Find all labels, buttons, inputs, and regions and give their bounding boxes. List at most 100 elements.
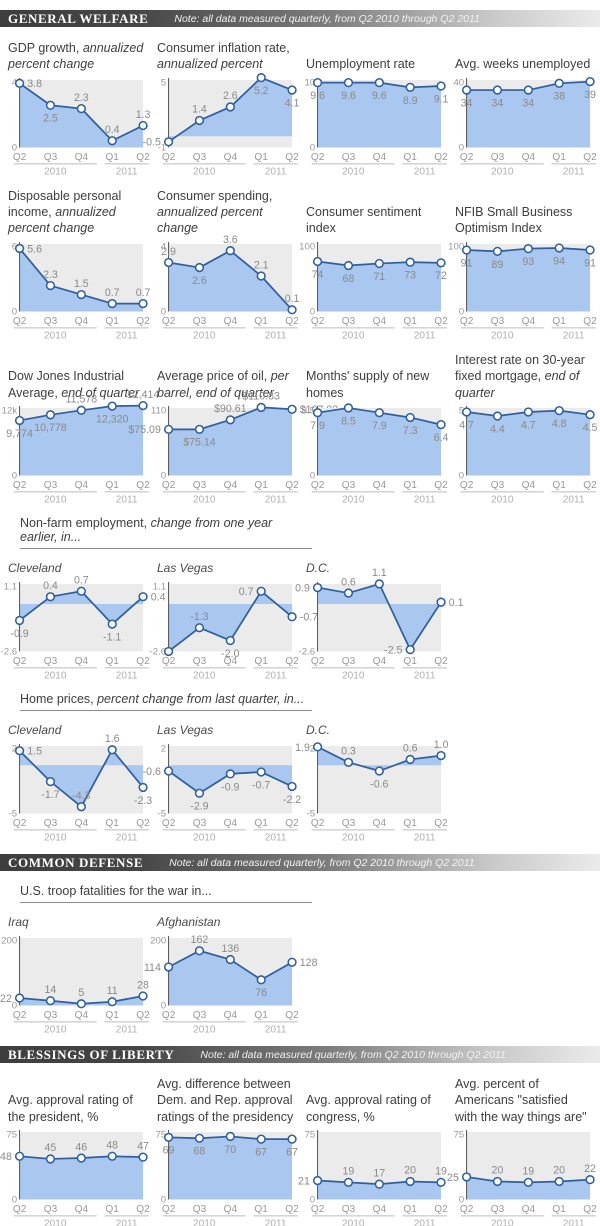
value-label: 73 [404, 269, 416, 281]
value-label: 67 [286, 1147, 298, 1159]
value-label: 1.1 [372, 567, 387, 579]
y-tick-top: 8.5 [302, 406, 315, 417]
data-point-marker [312, 407, 323, 418]
data-point-marker [436, 419, 446, 430]
x-tick-label: Q2 [583, 480, 597, 491]
data-point-marker [461, 1172, 472, 1182]
x-tick-label: Q2 [583, 152, 597, 163]
x-tick-label: Q1 [105, 1010, 119, 1021]
data-point-marker [225, 1131, 235, 1142]
year-label: 2011 [563, 494, 585, 505]
year-label: 2011 [116, 670, 138, 681]
x-tick-label: Q2 [285, 152, 299, 163]
data-point-marker [76, 289, 86, 299]
chart-plot-home-prices-dc: 2 -5 1.9 0.3 -0.6 0.6 1.0 Q2 Q3 Q4 Q1 Q2 2010 2011 [295, 739, 448, 844]
x-tick-label: Q1 [403, 1204, 417, 1215]
data-point-marker [76, 1153, 86, 1163]
data-point-marker [107, 401, 117, 411]
data-point-marker [405, 257, 415, 267]
value-label: 48 [106, 1139, 118, 1151]
x-tick-label: Q3 [342, 480, 356, 491]
section-header-common-defense: COMMON DEFENSE Note: all data measured qu… [0, 854, 600, 872]
year-label: 2011 [116, 166, 138, 177]
chart-row: Cleveland 2 -5 1.5 -1.7 -4.3 1.6 -2.3 Q2 Q3 Q4 Q1 Q2… [0, 723, 600, 844]
y-tick-top: 40 [453, 77, 464, 88]
chart-oil-price: Average price of oil, per barrel, end of… [128, 368, 338, 505]
x-tick-label: Q3 [342, 656, 356, 667]
x-tick-label: Q4 [224, 316, 238, 327]
value-label: 2.6 [192, 275, 207, 287]
title-segment: Home prices, [20, 692, 98, 707]
value-label: -0.7 [252, 779, 270, 791]
value-label: 34 [492, 97, 504, 109]
data-point-marker [287, 611, 297, 622]
area-fill [317, 583, 442, 650]
chart-title-satisfied-percent: Avg. percent of Americans "satisfied wit… [455, 1076, 592, 1125]
year-label: 2011 [116, 494, 138, 505]
x-tick-label: Q2 [13, 316, 27, 327]
value-label: -2.0 [221, 648, 239, 660]
value-label: 17 [373, 1167, 385, 1179]
chart-nfib-optimism: NFIB Small Business Optimism Index 100 0 91… [448, 204, 597, 341]
x-tick-label: Q4 [522, 316, 536, 327]
data-point-marker [163, 257, 174, 267]
y-tick-bottom: 0 [459, 306, 464, 317]
chart-title-avg-weeks-unemployed: Avg. weeks unemployed [455, 56, 592, 72]
data-point-marker [523, 407, 533, 417]
year-label: 2011 [265, 832, 287, 843]
data-point-marker [256, 586, 266, 596]
value-label: 5.2 [254, 85, 269, 97]
x-tick-label: Q2 [285, 1204, 299, 1215]
x-tick-label: Q3 [491, 316, 505, 327]
x-tick-label: Q3 [44, 480, 58, 491]
year-label: 2011 [265, 670, 287, 681]
year-label: 2011 [414, 832, 436, 843]
value-label: 76 [255, 987, 267, 999]
y-tick-bottom: 0 [161, 470, 166, 481]
x-tick-label: Q2 [136, 152, 150, 163]
value-label: 3.6 [223, 234, 238, 246]
x-tick-label: Q2 [434, 1204, 448, 1215]
year-label: 2010 [193, 1218, 216, 1226]
y-tick-bottom: 0 [12, 470, 17, 481]
x-tick-label: Q1 [254, 316, 268, 327]
year-label: 2010 [491, 494, 514, 505]
data-point-marker [194, 788, 205, 798]
y-tick-top: 100 [299, 241, 315, 252]
value-label: 70 [224, 1144, 236, 1156]
chart-title-home-prices-las-vegas: Las Vegas [157, 723, 294, 739]
value-label: 1.0 [434, 739, 449, 751]
data-point-marker [523, 1177, 533, 1187]
y-tick-bottom: -5 [9, 808, 18, 819]
data-point-marker [138, 298, 148, 308]
area-fill [168, 950, 293, 1006]
data-point-marker [256, 767, 266, 777]
x-tick-label: Q3 [44, 818, 58, 829]
title-segment: Cleveland [8, 561, 62, 576]
year-label: 2010 [44, 832, 67, 843]
value-label: 4.7 [521, 419, 536, 431]
title-segment: annualized percent change [8, 205, 116, 236]
data-point-marker [554, 78, 564, 88]
year-label: 2010 [193, 166, 216, 177]
chart-plot-nonfarm-cleveland: 1.1 -2.6 -0.9 0.4 0.7 -1.1 0.4 Q2 Q3 Q4 Q1 Q2 2010 20… [1, 574, 166, 681]
x-tick-label: Q4 [224, 480, 238, 491]
dashboard-sections: GENERAL WELFARE Note: all data measured q… [0, 10, 600, 1226]
title-segment: per barrel, end of quarter [157, 369, 289, 400]
x-tick-label: Q2 [311, 656, 325, 667]
data-point-marker [76, 405, 86, 415]
x-tick-label: Q2 [311, 316, 325, 327]
chart-nonfarm-cleveland: Cleveland 1.1 -2.6 -0.9 0.4 0.7 -1.1 0.4 Q2 Q3 Q4 Q… [1, 561, 166, 681]
section-blessings-of-liberty: BLESSINGS OF LIBERTY Note: all data measu… [0, 1046, 600, 1226]
x-tick-label: Q3 [491, 480, 505, 491]
x-tick-label: Q3 [44, 1204, 58, 1215]
data-point-marker [194, 424, 205, 434]
year-label: 2010 [193, 1024, 216, 1035]
x-tick-label: Q2 [311, 480, 325, 491]
value-label: 7.3 [403, 425, 418, 437]
value-label: 0.4 [151, 591, 166, 603]
section-header-blessings-of-liberty: BLESSINGS OF LIBERTY Note: all data measu… [0, 1046, 600, 1064]
chart-title-unemployment-rate: Unemployment rate [306, 56, 443, 72]
data-point-marker [405, 412, 415, 422]
data-point-marker [45, 591, 56, 602]
